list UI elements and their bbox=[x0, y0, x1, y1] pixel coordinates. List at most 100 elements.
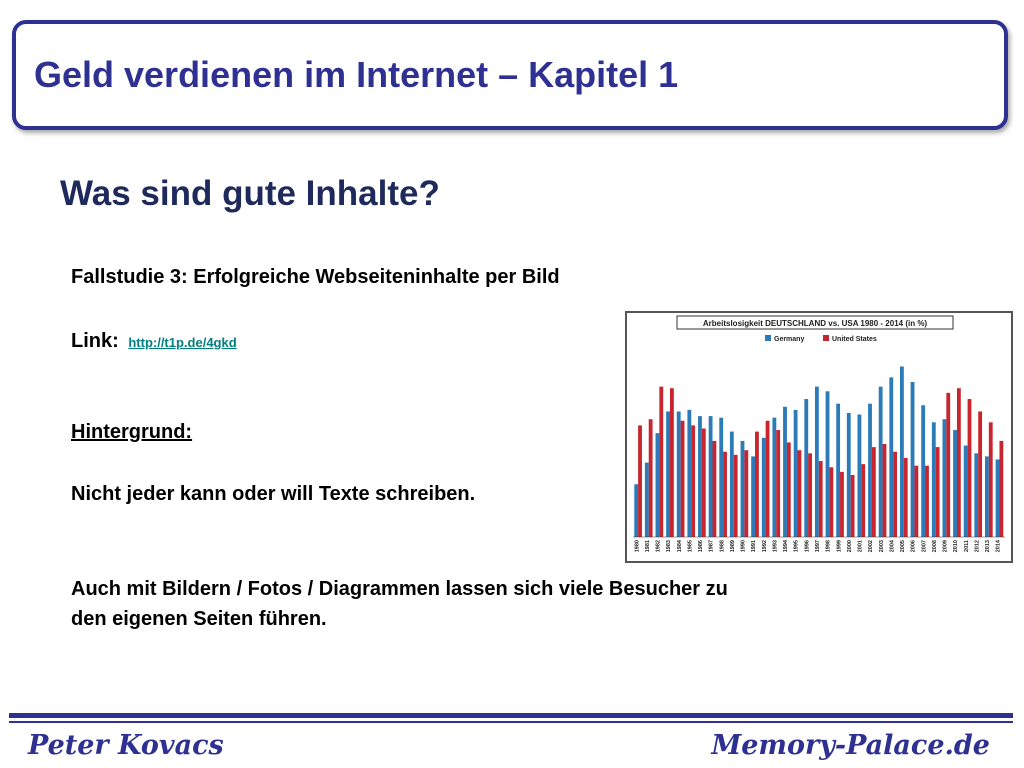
x-label-1984: 1984 bbox=[677, 539, 683, 552]
bar-usa-2004 bbox=[893, 451, 898, 537]
case-study-heading: Fallstudie 3: Erfolgreiche Webseiteninha… bbox=[71, 266, 560, 288]
bar-germany-1996 bbox=[804, 399, 809, 537]
bar-germany-2000 bbox=[846, 413, 851, 537]
bar-germany-2011 bbox=[963, 445, 968, 537]
x-label-2012: 2012 bbox=[974, 540, 980, 552]
chart-legend: Germany United States bbox=[765, 335, 877, 343]
link-line: Link: http://t1p.de/4gkd bbox=[71, 330, 237, 353]
chart-title: Arbeitslosigkeit DEUTSCHLAND vs. USA 198… bbox=[703, 319, 928, 328]
x-label-1987: 1987 bbox=[709, 540, 715, 552]
x-label-1996: 1996 bbox=[804, 540, 810, 552]
bar-germany-2005 bbox=[899, 366, 904, 537]
bar-usa-1984 bbox=[680, 420, 685, 537]
background-heading: Hintergrund: bbox=[71, 421, 193, 443]
legend-label-0: Germany bbox=[774, 336, 804, 343]
bar-germany-1986 bbox=[698, 416, 702, 537]
bar-usa-1999 bbox=[840, 471, 844, 537]
bar-germany-1981 bbox=[644, 462, 649, 537]
x-label-1997: 1997 bbox=[815, 540, 821, 552]
bar-germany-2007 bbox=[921, 405, 926, 537]
case-study-link[interactable]: http://t1p.de/4gkd bbox=[128, 335, 237, 350]
bar-germany-2013 bbox=[985, 456, 989, 537]
bar-usa-1993 bbox=[776, 430, 781, 537]
paragraph-1: Nicht jeder kann oder will Texte schreib… bbox=[71, 483, 476, 505]
bar-germany-1993 bbox=[772, 417, 777, 537]
x-label-1980: 1980 bbox=[634, 540, 640, 552]
bar-usa-2013 bbox=[988, 422, 993, 537]
chart-bars bbox=[633, 366, 1005, 538]
chart-x-labels: 1980 1981 1982 1983 1984 1985 1986 1987 1988 1989… bbox=[634, 539, 1001, 552]
bar-germany-1982 bbox=[655, 433, 660, 537]
x-label-2001: 2001 bbox=[858, 540, 864, 552]
bar-usa-2014 bbox=[999, 440, 1004, 537]
bar-usa-1990 bbox=[744, 450, 749, 537]
bar-usa-1992 bbox=[765, 420, 770, 537]
bar-usa-1986 bbox=[701, 428, 706, 537]
bar-usa-1996 bbox=[808, 453, 812, 537]
chart-title-box bbox=[676, 315, 954, 330]
x-label-2007: 2007 bbox=[921, 540, 927, 552]
bar-usa-1980 bbox=[638, 425, 642, 537]
chart-svg: Arbeitslosigkeit DEUTSCHLAND vs. USA 198… bbox=[633, 315, 1005, 552]
footer-author: Peter Kovacs bbox=[28, 730, 224, 761]
slide-subtitle: Was sind gute Inhalte? bbox=[60, 174, 440, 213]
x-label-2003: 2003 bbox=[879, 540, 885, 552]
x-label-1999: 1999 bbox=[836, 540, 842, 552]
bar-usa-2012 bbox=[978, 411, 983, 537]
x-label-1994: 1994 bbox=[783, 539, 789, 552]
bar-usa-2002 bbox=[871, 447, 876, 537]
x-label-2004: 2004 bbox=[889, 539, 895, 552]
bar-germany-2008 bbox=[931, 422, 936, 537]
bar-germany-1994 bbox=[783, 406, 787, 537]
bar-usa-2009 bbox=[946, 392, 951, 537]
bar-germany-2002 bbox=[868, 403, 872, 537]
x-label-1989: 1989 bbox=[730, 540, 736, 552]
x-label-2000: 2000 bbox=[847, 540, 853, 552]
x-label-2002: 2002 bbox=[868, 540, 874, 552]
bar-germany-2010 bbox=[953, 430, 957, 537]
bar-germany-1990 bbox=[740, 440, 745, 537]
legend-swatch-1 bbox=[823, 335, 829, 341]
bar-usa-2007 bbox=[925, 465, 929, 537]
paragraph-2: Auch mit Bildern / Fotos / Diagrammen la… bbox=[71, 574, 728, 634]
bar-usa-2006 bbox=[914, 465, 919, 537]
bar-germany-2001 bbox=[857, 414, 862, 537]
bar-germany-1988 bbox=[719, 417, 724, 537]
bar-germany-1998 bbox=[825, 391, 830, 537]
bar-germany-2014 bbox=[995, 459, 1000, 537]
x-label-2010: 2010 bbox=[953, 540, 959, 552]
x-label-2014: 2014 bbox=[996, 539, 1002, 552]
legend-label-1: United States bbox=[832, 336, 877, 343]
bar-usa-1994 bbox=[786, 442, 791, 537]
bar-germany-1997 bbox=[814, 386, 819, 537]
bar-usa-1998 bbox=[829, 467, 834, 537]
x-label-2009: 2009 bbox=[943, 540, 949, 552]
bar-usa-1981 bbox=[648, 419, 653, 537]
bar-usa-2001 bbox=[861, 464, 866, 537]
x-label-1985: 1985 bbox=[687, 540, 693, 552]
bar-germany-1995 bbox=[793, 409, 798, 537]
bar-germany-2004 bbox=[889, 377, 894, 537]
bar-usa-1988 bbox=[723, 451, 727, 537]
bar-usa-1987 bbox=[712, 440, 717, 537]
x-label-2013: 2013 bbox=[985, 540, 991, 552]
bar-germany-1989 bbox=[729, 431, 734, 537]
x-label-1990: 1990 bbox=[741, 540, 747, 552]
bar-germany-2003 bbox=[878, 386, 883, 537]
x-label-1998: 1998 bbox=[826, 540, 832, 552]
paragraph-2-line-1: Auch mit Bildern / Fotos / Diagrammen la… bbox=[71, 578, 728, 600]
bar-usa-2005 bbox=[903, 457, 908, 537]
bar-usa-2011 bbox=[967, 399, 972, 537]
bar-germany-1992 bbox=[761, 437, 766, 537]
bar-usa-2008 bbox=[935, 447, 940, 537]
bar-germany-1983 bbox=[666, 411, 670, 537]
bar-germany-2012 bbox=[974, 453, 979, 537]
x-label-1982: 1982 bbox=[656, 540, 662, 552]
x-label-2011: 2011 bbox=[964, 540, 970, 552]
bar-usa-2000 bbox=[850, 475, 855, 537]
x-label-1988: 1988 bbox=[719, 540, 725, 552]
slide-title: Geld verdienen im Internet – Kapitel 1 bbox=[34, 54, 679, 95]
x-label-1991: 1991 bbox=[751, 540, 757, 552]
bar-usa-1983 bbox=[669, 388, 674, 537]
unemployment-chart: Arbeitslosigkeit DEUTSCHLAND vs. USA 198… bbox=[625, 311, 1013, 563]
